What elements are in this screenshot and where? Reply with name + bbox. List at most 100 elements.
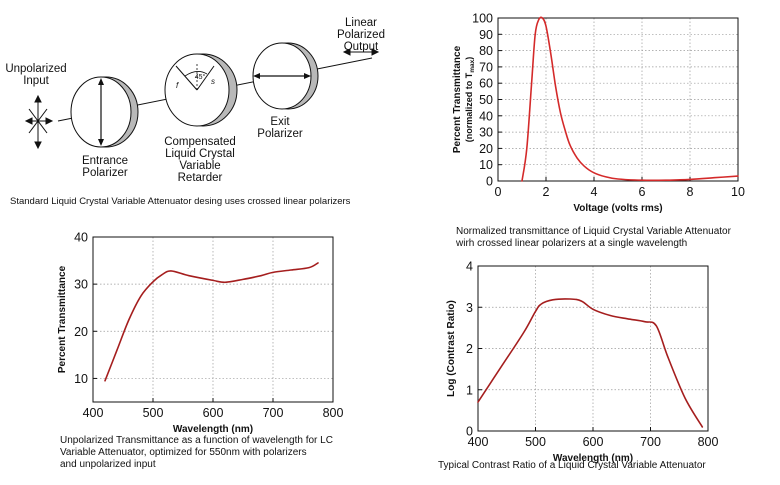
- x-tick-label: 6: [639, 185, 646, 199]
- y-axis-sublabel-close: ): [464, 57, 474, 60]
- data-point: [564, 129, 566, 131]
- data-point: [540, 303, 542, 305]
- wavelength-chart-caption: Unpolarized Transmittance as a function …: [60, 435, 333, 470]
- entrance-polarizer-disk: [70, 76, 139, 148]
- x-axis-label: Wavelength (nm): [553, 453, 633, 464]
- voltage-chart-caption: Normalized transmittance of Liquid Cryst…: [456, 226, 731, 249]
- x-tick-label: 800: [323, 406, 344, 420]
- slow-axis-label: s: [211, 77, 215, 86]
- x-tick-label: 500: [525, 435, 546, 449]
- y-tick-label: 80: [479, 44, 493, 58]
- x-tick-label: 800: [698, 435, 719, 449]
- y-axis-label: Log (Contrast Ratio): [446, 300, 457, 397]
- y-tick-label: 40: [479, 109, 493, 123]
- y-tick-label: 60: [479, 77, 493, 91]
- x-tick-label: 4: [591, 185, 598, 199]
- y-tick-label: 10: [74, 372, 88, 386]
- data-point: [545, 25, 547, 27]
- data-point: [550, 53, 552, 55]
- data-point: [592, 308, 594, 310]
- wavelength-chart-panel: 400 500 600 700 800 10 20 30 40 Wavelength (nm) Pe…: [0, 225, 400, 485]
- data-point: [161, 274, 163, 276]
- data-point: [701, 426, 703, 428]
- data-point: [500, 366, 502, 368]
- data-point: [521, 180, 523, 182]
- data-point: [170, 270, 172, 272]
- data-point: [581, 300, 583, 302]
- data-point: [477, 401, 479, 403]
- data-point: [552, 299, 554, 301]
- series-line: [104, 262, 319, 382]
- data-point: [242, 278, 244, 280]
- contrast-chart-panel: 400 500 600 700 800 0 1 2 3 4 Wavelength (nm) Log (…: [430, 255, 780, 485]
- fast-axis-label: f: [176, 81, 179, 90]
- data-point: [104, 380, 106, 382]
- data-point: [128, 319, 130, 321]
- exit-polarizer-label: Exit Polarizer: [257, 116, 303, 140]
- y-tick-label: 50: [479, 93, 493, 107]
- entrance-polarizer-label: Entrance Polarizer: [81, 155, 129, 179]
- exit-polarizer-disk: [252, 42, 319, 110]
- data-point: [212, 279, 214, 281]
- data-point: [627, 318, 629, 320]
- x-axis-label: Wavelength (nm): [173, 424, 253, 435]
- x-tick-label: 400: [468, 435, 489, 449]
- data-point: [576, 157, 578, 159]
- y-tick-label: 2: [466, 342, 473, 356]
- data-point: [272, 271, 274, 273]
- data-point: [224, 281, 226, 283]
- data-point: [152, 281, 154, 283]
- y-tick-label: 70: [479, 60, 493, 74]
- x-tick-label: 600: [203, 406, 224, 420]
- diagram-drawing: 45° f s: [24, 42, 380, 150]
- y-tick-label: 20: [74, 325, 88, 339]
- y-tick-label: 90: [479, 28, 493, 42]
- data-point: [665, 179, 667, 181]
- x-tick-label: 0: [495, 185, 502, 199]
- data-point: [713, 177, 715, 179]
- data-point: [290, 269, 292, 271]
- y-tick-label: 20: [479, 142, 493, 156]
- data-point: [188, 275, 190, 277]
- unpolarized-input-label: Unpolarized Input: [5, 63, 67, 87]
- data-point: [689, 178, 691, 180]
- data-point: [526, 147, 528, 149]
- data-point: [538, 19, 540, 21]
- data-point: [523, 331, 525, 333]
- y-axis-sublabel: (normalized to Tmax): [464, 57, 476, 143]
- contrast-chart-caption: Typical Contrast Ratio of a Liquid Cryst…: [438, 460, 706, 471]
- data-point: [116, 349, 118, 351]
- diagram-caption: Standard Liquid Crystal Variable Attenua…: [10, 196, 351, 207]
- series-line: [477, 298, 704, 428]
- data-point: [308, 267, 310, 269]
- data-point: [684, 397, 686, 399]
- y-tick-label: 40: [74, 231, 88, 245]
- data-point: [569, 144, 571, 146]
- y-axis-label: Percent Transmittance: [57, 265, 68, 373]
- y-tick-label: 3: [466, 301, 473, 315]
- data-point: [535, 310, 537, 312]
- data-point: [140, 295, 142, 297]
- y-axis-sublabel-subscript: max: [469, 59, 476, 72]
- y-tick-label: 30: [479, 126, 493, 140]
- data-point: [531, 82, 533, 84]
- series-line: [521, 16, 739, 182]
- y-axis-label: Percent Transmittance: [452, 45, 463, 153]
- y-tick-label: 4: [466, 260, 473, 274]
- data-point: [555, 85, 557, 87]
- x-tick-label: 500: [143, 406, 164, 420]
- data-point: [569, 298, 571, 300]
- wavelength-transmittance-chart: 400 500 600 700 800 10 20 30 40 Wavelength (nm) Pe…: [57, 231, 344, 436]
- y-tick-label: 10: [479, 158, 493, 172]
- x-tick-label: 10: [731, 185, 745, 199]
- x-tick-label: 700: [640, 435, 661, 449]
- x-tick-label: 700: [263, 406, 284, 420]
- data-point: [317, 262, 319, 264]
- attenuator-diagram: 45° f s Unpolarized Input Entrance Polar…: [0, 0, 400, 215]
- y-tick-label: 0: [486, 175, 493, 189]
- y-tick-label: 1: [466, 383, 473, 397]
- y-tick-label: 0: [466, 425, 473, 439]
- data-point: [534, 33, 536, 35]
- compensated-retarder-label: Compensated Liquid Crystal Variable Reta…: [164, 136, 236, 184]
